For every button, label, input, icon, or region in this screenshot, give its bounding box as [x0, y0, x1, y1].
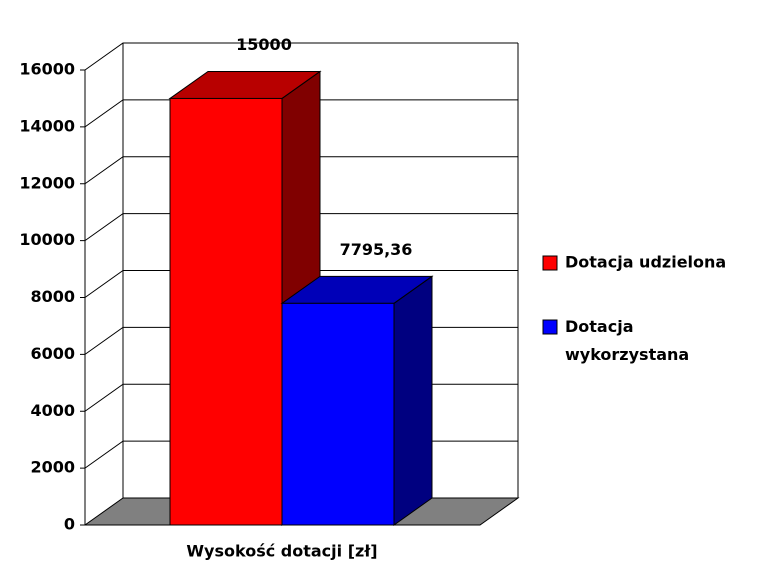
- y-tick-label: 0: [64, 515, 75, 534]
- legend-swatch: [542, 255, 558, 271]
- grid-line: [84, 99, 518, 128]
- legend-label: Dotacja wykorzystana: [565, 317, 689, 364]
- y-tick-label: 6000: [30, 344, 75, 363]
- grid-line: [84, 42, 518, 71]
- y-tick-label: 14000: [19, 116, 75, 135]
- y-tick-label: 8000: [30, 287, 75, 306]
- y-tick-label: 2000: [30, 458, 75, 477]
- grid-line: [84, 270, 518, 298]
- grid-line: [84, 213, 518, 242]
- bar: [169, 97, 283, 526]
- x-tick-label: Wysokość dotacji [zł]: [186, 542, 377, 561]
- data-label: 15000: [236, 35, 292, 54]
- legend-label: Dotacja udzielona: [565, 253, 726, 272]
- y-tick-label: 4000: [30, 401, 75, 420]
- legend-swatch: [542, 319, 558, 335]
- grid-line: [84, 156, 518, 185]
- y-tick-label: 12000: [19, 173, 75, 192]
- y-tick-label: 10000: [19, 230, 75, 249]
- y-tick-label: 16000: [19, 60, 75, 79]
- data-label: 7795,36: [340, 240, 413, 259]
- bar: [281, 302, 395, 526]
- bar-side: [393, 275, 433, 526]
